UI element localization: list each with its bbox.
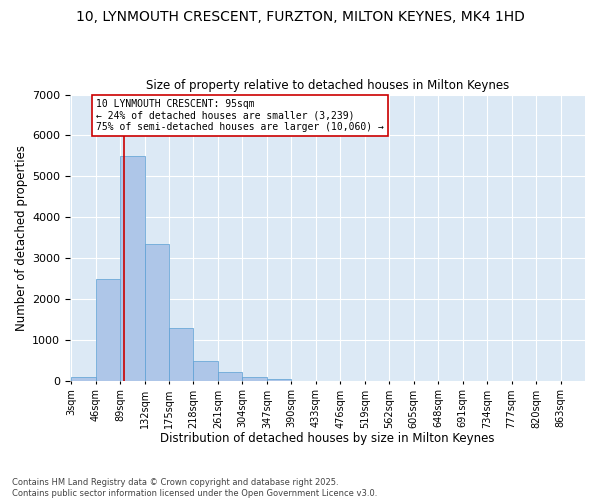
Bar: [242, 377, 267, 380]
Bar: [71, 376, 95, 380]
Y-axis label: Number of detached properties: Number of detached properties: [15, 144, 28, 330]
X-axis label: Distribution of detached houses by size in Milton Keynes: Distribution of detached houses by size …: [160, 432, 495, 445]
Bar: [120, 156, 145, 380]
Text: Contains HM Land Registry data © Crown copyright and database right 2025.
Contai: Contains HM Land Registry data © Crown c…: [12, 478, 377, 498]
Bar: [145, 244, 169, 380]
Text: 10, LYNMOUTH CRESCENT, FURZTON, MILTON KEYNES, MK4 1HD: 10, LYNMOUTH CRESCENT, FURZTON, MILTON K…: [76, 10, 524, 24]
Bar: [95, 278, 120, 380]
Text: 10 LYNMOUTH CRESCENT: 95sqm
← 24% of detached houses are smaller (3,239)
75% of : 10 LYNMOUTH CRESCENT: 95sqm ← 24% of det…: [96, 98, 384, 132]
Bar: [267, 378, 292, 380]
Bar: [169, 328, 193, 380]
Bar: [193, 362, 218, 380]
Bar: [218, 372, 242, 380]
Title: Size of property relative to detached houses in Milton Keynes: Size of property relative to detached ho…: [146, 79, 509, 92]
